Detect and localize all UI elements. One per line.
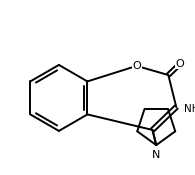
Text: N: N <box>152 150 160 160</box>
Text: NH: NH <box>184 104 195 114</box>
Text: O: O <box>176 59 185 69</box>
Text: O: O <box>132 61 141 71</box>
